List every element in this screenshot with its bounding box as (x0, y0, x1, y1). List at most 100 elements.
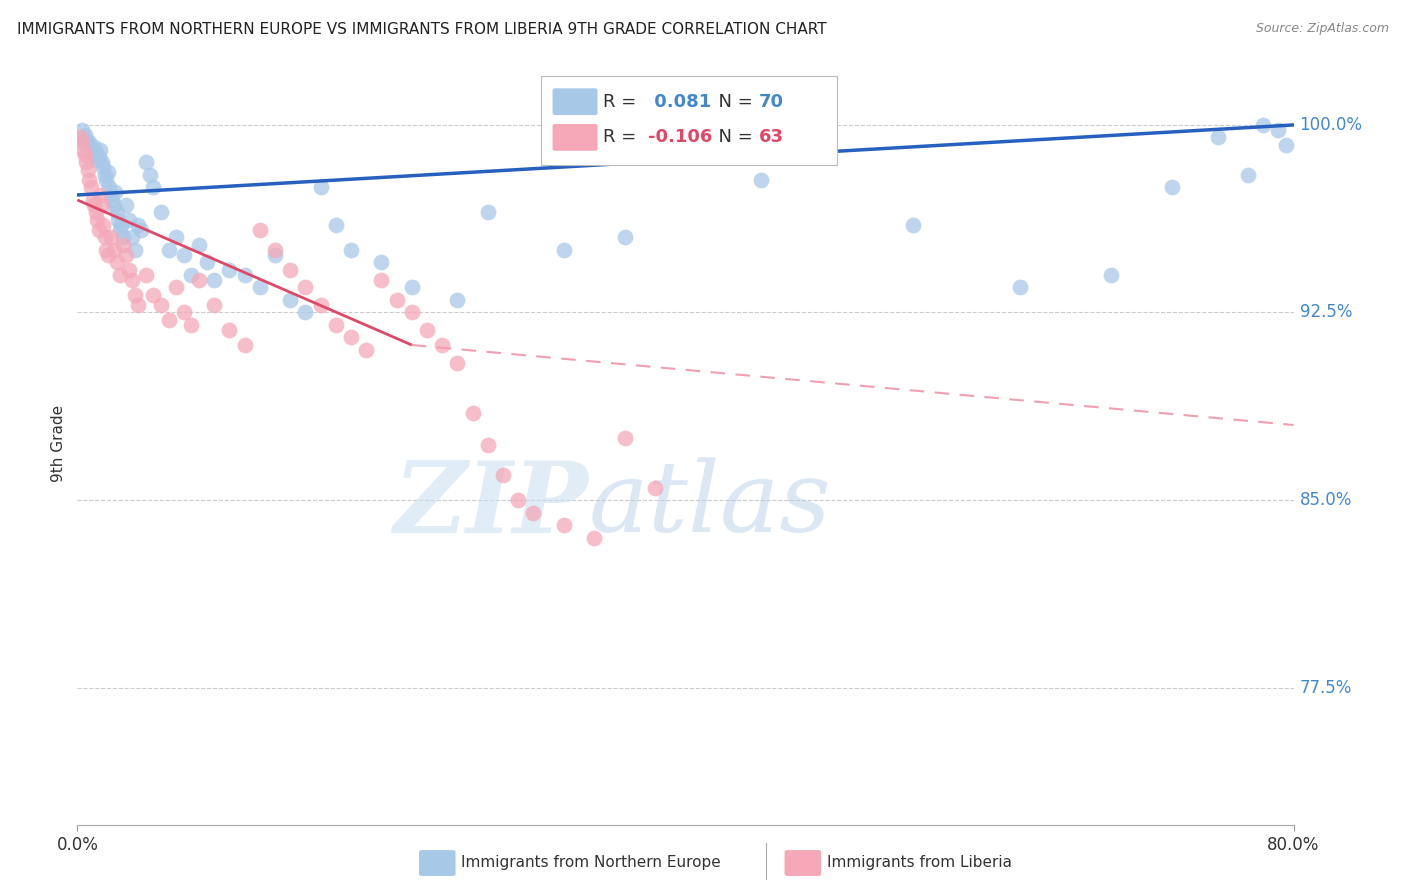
Point (103, 243, 125, 257)
Point (83, 198, 105, 212)
Point (325, 218, 347, 232)
Point (89, 188, 111, 202)
Point (644, 481, 666, 495)
Point (180, 268, 202, 282)
Point (613, 430, 636, 444)
Point (477, 205, 499, 219)
Point (127, 218, 149, 232)
Point (149, 298, 172, 312)
Point (70, 136, 93, 150)
Text: Immigrants from Liberia: Immigrants from Liberia (827, 855, 1012, 870)
Point (165, 230, 187, 244)
Point (91, 161, 114, 175)
Point (86, 213, 108, 227)
Text: 85.0%: 85.0% (1299, 491, 1353, 509)
Point (1161, 180, 1184, 194)
Point (202, 273, 225, 287)
Point (84, 205, 107, 219)
Point (1251, 118, 1274, 132)
Point (354, 343, 377, 357)
Point (111, 230, 134, 244)
Text: N =: N = (707, 93, 759, 111)
Point (233, 268, 256, 282)
Text: ZIP: ZIP (394, 457, 588, 553)
Point (127, 298, 149, 312)
Point (218, 263, 240, 277)
Point (416, 323, 439, 337)
Point (101, 193, 124, 207)
Point (325, 318, 347, 332)
Point (115, 248, 138, 262)
Point (446, 355, 468, 369)
Point (188, 273, 211, 287)
Point (80, 180, 103, 194)
Point (249, 223, 271, 237)
Point (165, 280, 187, 294)
Point (90, 198, 112, 212)
Point (142, 288, 165, 302)
Point (430, 338, 453, 352)
Point (69, 130, 91, 145)
Point (75, 133, 97, 147)
Point (103, 198, 125, 212)
Text: 0.081: 0.081 (648, 93, 711, 111)
Point (309, 180, 332, 194)
Point (90, 155, 112, 169)
Point (903, 218, 925, 232)
Point (173, 248, 195, 262)
Point (91, 218, 114, 232)
Point (77, 163, 100, 178)
Point (77, 138, 100, 153)
Point (278, 263, 301, 277)
Point (72, 143, 94, 157)
Point (508, 493, 530, 508)
Point (108, 268, 131, 282)
Point (180, 318, 202, 332)
Point (82, 193, 104, 207)
Text: Immigrants from Northern Europe: Immigrants from Northern Europe (461, 855, 721, 870)
Point (86, 153, 108, 167)
Point (96, 243, 118, 257)
Point (751, 173, 773, 187)
Point (105, 205, 128, 219)
Point (477, 438, 499, 452)
Point (553, 243, 575, 257)
Point (87, 223, 110, 237)
Point (1237, 168, 1260, 182)
Point (100, 230, 122, 244)
Text: Source: ZipAtlas.com: Source: ZipAtlas.com (1256, 22, 1389, 36)
Point (1267, 123, 1289, 137)
Point (340, 243, 363, 257)
Point (93, 168, 115, 182)
Point (195, 255, 218, 269)
Point (492, 468, 515, 483)
Point (264, 248, 287, 262)
Point (294, 280, 316, 294)
Point (157, 243, 180, 257)
Point (70, 123, 93, 137)
Point (135, 155, 157, 169)
Point (188, 238, 211, 252)
Point (401, 305, 423, 319)
Point (149, 205, 172, 219)
Point (249, 280, 271, 294)
Point (89, 143, 111, 157)
Point (1275, 138, 1298, 153)
Point (1206, 130, 1229, 145)
Point (1008, 280, 1031, 294)
Point (105, 255, 128, 269)
Point (522, 506, 544, 520)
Point (446, 293, 468, 307)
Point (142, 180, 165, 194)
Point (98, 180, 121, 194)
Point (73, 148, 96, 162)
Point (309, 298, 332, 312)
Point (115, 198, 138, 212)
Point (97, 165, 120, 179)
Point (82, 148, 104, 162)
Point (84, 145, 107, 160)
Point (157, 313, 180, 327)
Point (79, 136, 101, 150)
Text: 92.5%: 92.5% (1299, 303, 1353, 321)
Point (111, 238, 134, 252)
